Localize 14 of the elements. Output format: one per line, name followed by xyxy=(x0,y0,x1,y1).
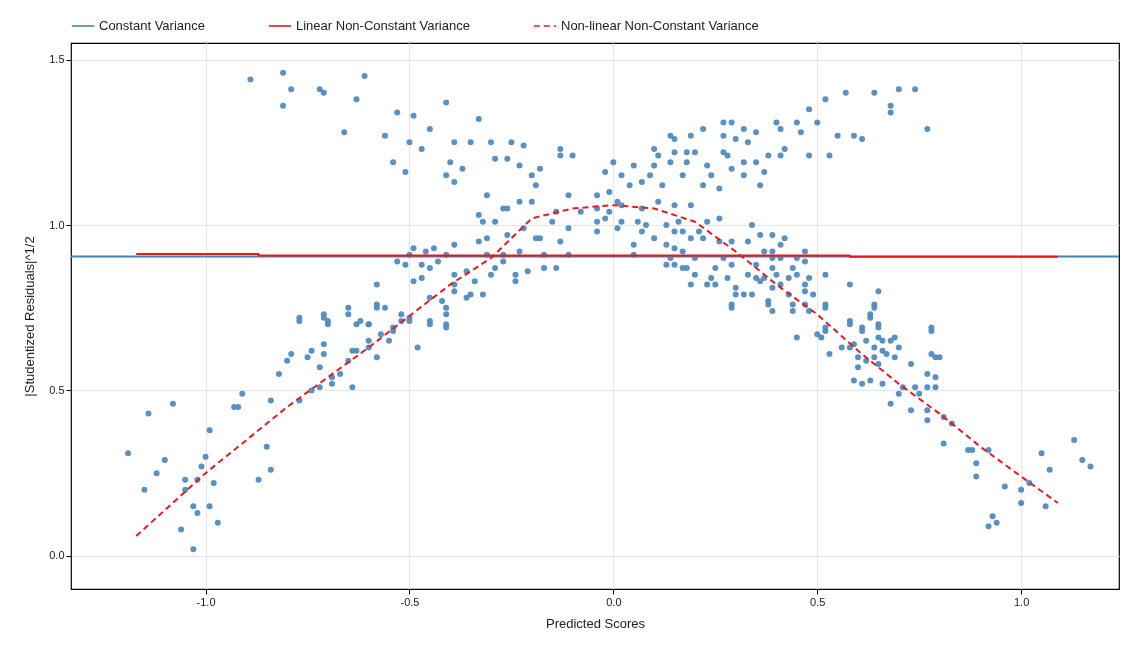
y-axis-title: |Studentized Residuals|^1/2 xyxy=(22,236,38,397)
y-tick-label: 1.0 xyxy=(49,218,65,231)
x-tick-label: 1.0 xyxy=(1013,595,1030,608)
x-tick-label: -1.0 xyxy=(196,595,216,608)
x-tick-label: 0.0 xyxy=(606,595,622,608)
legend-label: Linear Non-Constant Variance xyxy=(296,18,470,33)
legend-label: Constant Variance xyxy=(99,18,205,33)
y-tick-label: 0.5 xyxy=(49,383,65,396)
legend-label: Non-linear Non-Constant Variance xyxy=(561,18,759,33)
x-tick-label: -0.5 xyxy=(400,595,420,608)
x-tick-label: 0.5 xyxy=(810,595,826,608)
y-tick-label: 1.5 xyxy=(49,53,65,66)
y-tick-label: 0.0 xyxy=(49,549,65,562)
x-axis-title: Predicted Scores xyxy=(546,615,646,631)
